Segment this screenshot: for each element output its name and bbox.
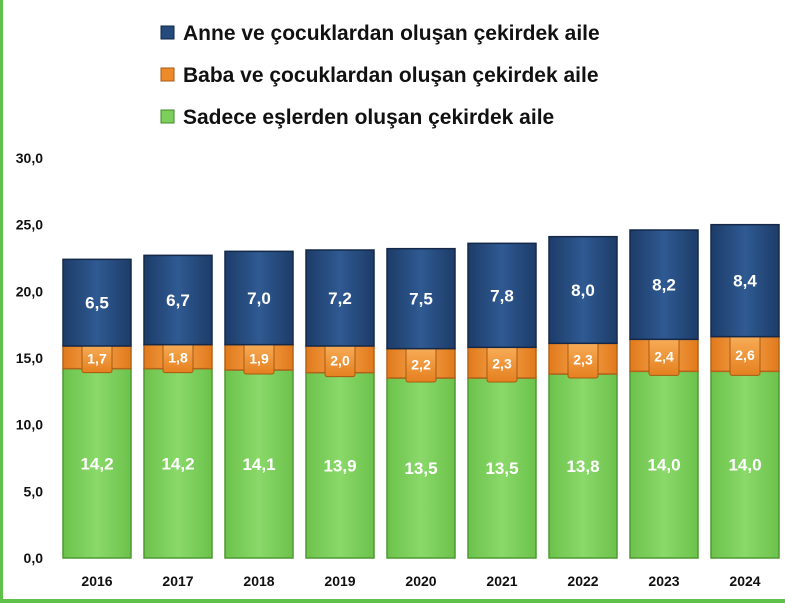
data-label-father: 2,0	[330, 352, 350, 368]
data-label-mother: 7,2	[328, 289, 352, 308]
x-tick-label: 2018	[243, 573, 274, 589]
bar-segment-mother	[62, 258, 132, 347]
x-tick-label: 2024	[729, 573, 760, 589]
bar-stack-2017: 14,2 1,8 6,7	[143, 254, 213, 559]
y-tick-label: 5,0	[24, 483, 44, 499]
data-label-couple: 14,0	[647, 456, 680, 475]
data-label-mother: 6,5	[85, 294, 109, 313]
bar-stack-2021: 13,5 2,3 7,8	[467, 242, 537, 559]
data-label-couple: 14,2	[161, 454, 194, 473]
y-tick-label: 0,0	[24, 550, 44, 566]
data-label-mother: 6,7	[166, 291, 190, 310]
stacked-bar-chart: Anne ve çocuklardan oluşan çekirdek aile…	[16, 22, 780, 589]
data-label-mother: 7,8	[490, 286, 514, 305]
y-tick-label: 10,0	[16, 417, 43, 433]
data-label-father: 2,6	[735, 347, 755, 363]
y-tick-label: 30,0	[16, 150, 43, 166]
data-label-mother: 8,4	[733, 272, 757, 291]
y-axis: 0,0 5,0 10,0 15,0 20,0 25,0 30,0	[16, 150, 43, 566]
data-label-father: 2,3	[492, 356, 512, 372]
x-tick-label: 2023	[648, 573, 679, 589]
data-label-father: 2,3	[573, 352, 593, 368]
bar-segment-mother	[224, 250, 294, 346]
bar-segment-mother	[305, 249, 375, 347]
y-tick-label: 15,0	[16, 350, 43, 366]
legend-label-mother: Anne ve çocuklardan oluşan çekirdek aile	[183, 22, 600, 45]
bar-segment-mother	[710, 223, 780, 338]
bar-segment-mother	[548, 235, 618, 345]
bar-segment-mother	[629, 229, 699, 341]
legend-swatch-mother	[160, 25, 175, 40]
bar-segment-couple	[143, 367, 213, 559]
x-tick-label: 2016	[81, 573, 112, 589]
data-label-father: 1,7	[87, 350, 107, 366]
bar-segment-couple	[386, 377, 456, 559]
data-label-mother: 7,0	[247, 289, 271, 308]
data-label-mother: 8,2	[652, 276, 676, 295]
bar-stack-2022: 13,8 2,3 8,0	[548, 235, 618, 559]
data-label-father: 1,8	[168, 350, 188, 366]
bar-stack-2023: 14,0 2,4 8,2	[629, 229, 699, 559]
legend-label-couple: Sadece eşlerden oluşan çekirdek aile	[183, 106, 554, 129]
data-label-father: 2,2	[411, 356, 431, 372]
data-label-couple: 14,0	[728, 456, 761, 475]
bar-stack-2018: 14,1 1,9 7,0	[224, 250, 294, 559]
data-label-couple: 14,2	[80, 454, 113, 473]
data-label-father: 2,4	[654, 348, 674, 364]
bar-segment-mother	[386, 247, 456, 350]
legend-item-father: Baba ve çocuklardan oluşan çekirdek aile	[160, 64, 599, 87]
bar-stack-2019: 13,9 2,0 7,2	[305, 249, 375, 559]
bar-segment-couple	[629, 370, 699, 559]
data-label-mother: 7,5	[409, 290, 433, 309]
data-label-couple: 13,5	[404, 459, 437, 478]
bar-segment-couple	[62, 367, 132, 559]
x-axis: 2016 2017 2018 2019 2020 2021 2022 2023 2024	[81, 573, 760, 589]
bar-segment-couple	[548, 373, 618, 559]
data-label-couple: 13,5	[485, 459, 518, 478]
bars: 14,2 1,7 6,5 14,2 1,8 6,7 14,1 1,9 7,0 13,9 2,0 7,2…	[62, 223, 780, 559]
x-tick-label: 2021	[486, 573, 517, 589]
bar-segment-mother	[143, 254, 213, 346]
legend: Anne ve çocuklardan oluşan çekirdek aile…	[160, 22, 600, 129]
data-label-couple: 13,8	[566, 457, 599, 476]
y-tick-label: 25,0	[16, 217, 43, 233]
data-label-father: 1,9	[249, 350, 269, 366]
data-label-mother: 8,0	[571, 281, 595, 300]
x-tick-label: 2020	[405, 573, 436, 589]
legend-swatch-father	[160, 67, 175, 82]
bar-segment-couple	[224, 369, 294, 559]
x-tick-label: 2022	[567, 573, 598, 589]
legend-item-mother: Anne ve çocuklardan oluşan çekirdek aile	[160, 22, 600, 45]
bar-stack-2020: 13,5 2,2 7,5	[386, 247, 456, 559]
x-tick-label: 2017	[162, 573, 193, 589]
bar-segment-mother	[467, 242, 537, 349]
bar-stack-2016: 14,2 1,7 6,5	[62, 258, 132, 559]
bar-segment-couple	[467, 377, 537, 559]
data-label-couple: 13,9	[323, 456, 356, 475]
bar-segment-couple	[710, 370, 780, 559]
data-label-couple: 14,1	[242, 455, 275, 474]
x-tick-label: 2019	[324, 573, 355, 589]
legend-item-couple: Sadece eşlerden oluşan çekirdek aile	[160, 106, 554, 129]
y-tick-label: 20,0	[16, 283, 43, 299]
bar-stack-2024: 14,0 2,6 8,4	[710, 223, 780, 559]
legend-label-father: Baba ve çocuklardan oluşan çekirdek aile	[183, 64, 599, 87]
legend-swatch-couple	[160, 109, 175, 124]
